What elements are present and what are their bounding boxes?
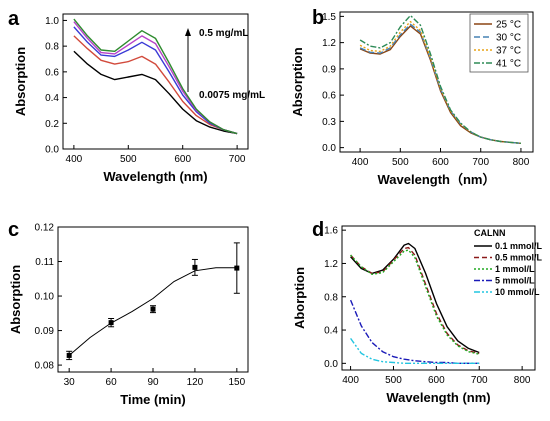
legend-label: 25 °C [496, 20, 521, 31]
x-tick-label: 30 [64, 377, 76, 388]
x-tick-label: 800 [513, 157, 530, 168]
y-tick-label: 0.0 [45, 145, 59, 156]
x-tick-label: 700 [471, 375, 488, 386]
y-tick-label: 0.4 [324, 326, 338, 337]
data-point [234, 265, 240, 271]
y-tick-label: 0.12 [35, 223, 55, 234]
y-tick-label: 0.0 [324, 359, 338, 370]
y-tick-label: 0.0 [322, 143, 336, 154]
x-tick-label: 150 [228, 377, 245, 388]
series-line [359, 20, 521, 144]
series-line [350, 337, 480, 364]
y-tick-label: 0.10 [35, 292, 55, 303]
y-tick-label: 1.0 [45, 16, 59, 27]
x-tick-label: 60 [106, 377, 118, 388]
y-tick-label: 0.09 [35, 326, 55, 337]
x-tick-label: 700 [472, 157, 489, 168]
x-tick-label: 120 [187, 377, 204, 388]
y-tick-label: 0.11 [35, 257, 54, 268]
panel-d: d 400 500 600 700 800 0.0 0.4 0.8 1.2 1.6 Wavelengt… [292, 219, 543, 405]
x-tick-label: 600 [428, 375, 445, 386]
panel-b: b 400 500 600 700 800 0.0 0.3 0.6 0.9 1.2 1.5 Wavele… [290, 7, 534, 187]
y-axis-label: Absorption [290, 47, 305, 116]
x-tick-label: 400 [66, 154, 83, 165]
y-tick-label: 0.9 [322, 64, 336, 75]
plot-frame [57, 226, 249, 373]
data-point [108, 320, 114, 326]
legend-label: 5 mmol/L [495, 276, 535, 286]
series-line [73, 35, 238, 135]
x-axis-label: Wavelength (nm) [103, 169, 207, 184]
legend-label: 30 °C [496, 33, 521, 44]
data-point [150, 306, 156, 312]
x-tick-label: 600 [432, 157, 449, 168]
legend-label: 37 °C [496, 46, 521, 57]
panel-label: d [312, 219, 324, 241]
panel-label: b [312, 7, 324, 29]
annotation-bottom: 0.0075 mg/mL [199, 90, 265, 101]
y-tick-label: 0.08 [35, 361, 55, 372]
series-line [359, 14, 521, 144]
x-tick-label: 500 [392, 157, 409, 168]
x-tick-label: 400 [342, 375, 359, 386]
series-line [350, 246, 480, 355]
legend-label: 0.5 mmol/L [495, 253, 543, 263]
x-tick-label: 400 [352, 157, 369, 168]
y-tick-label: 0.6 [322, 91, 336, 102]
series-line [73, 18, 238, 135]
x-tick-label: 500 [385, 375, 402, 386]
panel-c: c 30 60 90 120 150 0.08 0.09 0.10 0.11 0.12 Time (m… [8, 219, 249, 407]
y-axis-label: Absorption [8, 265, 23, 334]
y-tick-label: 0.3 [322, 117, 336, 128]
series-line [73, 26, 238, 135]
fit-curve [68, 267, 237, 356]
annotation-top: 0.5 mg/mL [199, 28, 248, 39]
panel-a: a 400 500 600 700 0.0 0.2 0.4 0.6 0.8 1.0 Wavelengt… [8, 8, 265, 184]
y-tick-label: 1.6 [324, 226, 338, 237]
y-tick-label: 0.8 [45, 42, 59, 53]
x-tick-label: 800 [514, 375, 531, 386]
y-tick-label: 0.6 [45, 67, 59, 78]
series-line [350, 242, 480, 354]
series-line [359, 23, 521, 144]
y-axis-label: Absorption [13, 47, 28, 116]
legend-label: 41 °C [496, 59, 521, 70]
y-tick-label: 0.8 [324, 292, 338, 303]
x-axis-label: Wavelength（nm） [378, 172, 496, 187]
x-axis-label: Time (min) [120, 392, 186, 407]
series-line [350, 249, 480, 355]
data-point [66, 352, 72, 358]
legend-label: 10 mmol/L [495, 287, 540, 297]
x-tick-label: 600 [174, 154, 191, 165]
plot-frame [339, 11, 534, 153]
legend-label: 1 mmol/L [495, 264, 535, 274]
plot-frame [62, 13, 249, 150]
y-tick-label: 0.2 [45, 119, 59, 130]
legend-label: 0.1 mmol/L [495, 241, 543, 251]
y-axis-label: Aborption [292, 267, 307, 329]
data-point [192, 264, 198, 270]
y-tick-label: 0.4 [45, 93, 59, 104]
series-line [73, 50, 238, 135]
series-line [359, 25, 521, 144]
y-tick-label: 1.2 [322, 38, 336, 49]
y-tick-label: 1.5 [322, 12, 336, 23]
x-axis-label: Wavelength (nm) [386, 390, 490, 405]
x-tick-label: 700 [229, 154, 246, 165]
series-line [349, 299, 480, 364]
panel-label: a [8, 8, 20, 30]
y-tick-label: 1.2 [324, 259, 338, 270]
x-tick-label: 500 [120, 154, 137, 165]
plot-frame [341, 225, 536, 371]
arrow-head [185, 28, 191, 36]
panel-label: c [8, 219, 19, 241]
legend-title: CALNN [474, 228, 506, 238]
x-tick-label: 90 [147, 377, 159, 388]
